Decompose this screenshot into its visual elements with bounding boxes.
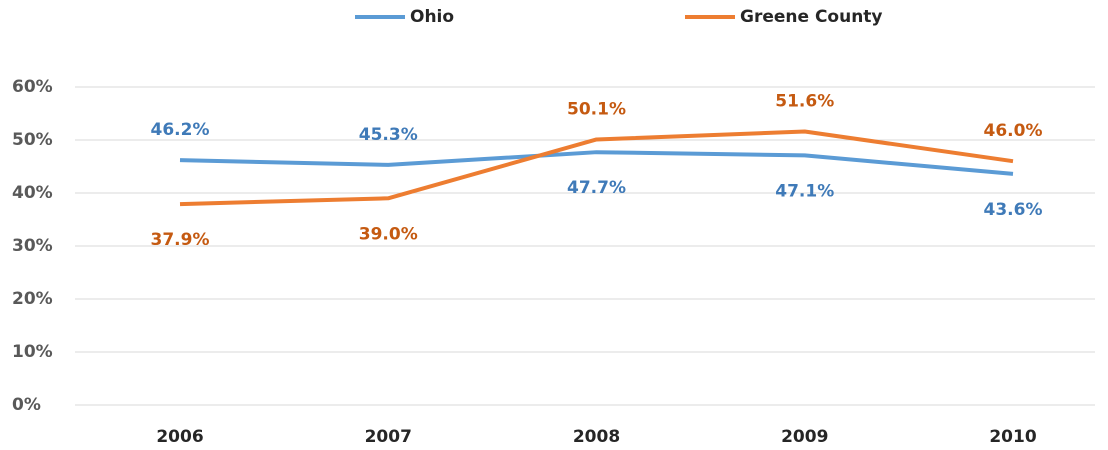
x-tick-label: 2007 (365, 427, 412, 447)
y-tick-label: 10% (12, 342, 53, 362)
x-tick-label: 2009 (781, 427, 828, 447)
data-label: 50.1% (567, 99, 626, 119)
legend-label: Ohio (410, 7, 454, 27)
y-tick-label: 40% (12, 183, 53, 203)
y-tick-label: 60% (12, 77, 53, 97)
x-tick-label: 2010 (989, 427, 1036, 447)
data-label: 47.1% (775, 181, 834, 201)
legend-label: Greene County (740, 7, 883, 27)
data-label: 45.3% (359, 125, 418, 145)
data-label: 43.6% (984, 200, 1043, 220)
x-tick-label: 2008 (573, 427, 620, 447)
y-tick-label: 20% (12, 289, 53, 309)
data-label: 51.6% (775, 92, 834, 112)
data-label: 37.9% (151, 230, 210, 250)
series-line (179, 129, 1014, 207)
y-tick-label: 0% (12, 395, 41, 415)
data-label: 46.2% (151, 120, 210, 140)
x-tick-label: 2006 (156, 427, 203, 447)
y-tick-label: 30% (12, 236, 53, 256)
data-label: 46.0% (984, 121, 1043, 141)
data-label: 39.0% (359, 224, 418, 244)
series-line (179, 150, 1014, 176)
data-label: 47.7% (567, 178, 626, 198)
y-tick-label: 50% (12, 130, 53, 150)
